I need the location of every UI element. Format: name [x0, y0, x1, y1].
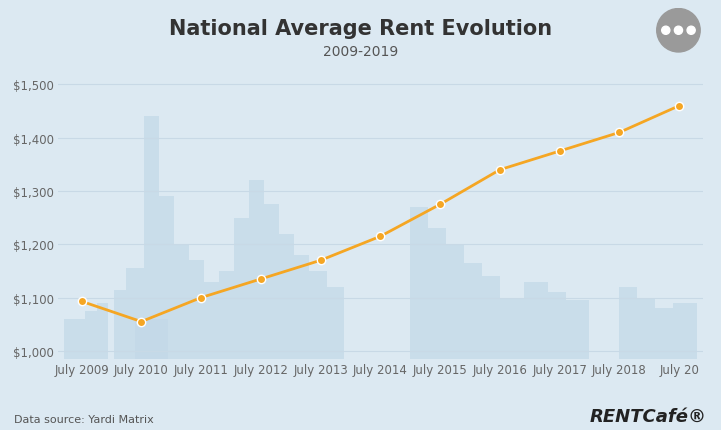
Bar: [500, 298, 523, 359]
Bar: [63, 319, 84, 359]
Circle shape: [687, 27, 695, 35]
Bar: [159, 197, 174, 359]
Bar: [548, 292, 565, 359]
Bar: [174, 245, 189, 359]
Bar: [279, 234, 293, 359]
Text: 2009-2019: 2009-2019: [323, 45, 398, 59]
Bar: [84, 311, 97, 359]
Bar: [264, 205, 279, 359]
Bar: [673, 303, 697, 359]
Bar: [565, 301, 590, 359]
Bar: [249, 181, 264, 359]
Text: Data source: Yardi Matrix: Data source: Yardi Matrix: [14, 414, 154, 424]
Text: RENTCafé®: RENTCafé®: [590, 407, 707, 425]
Bar: [219, 271, 234, 359]
Bar: [136, 319, 168, 359]
Bar: [144, 117, 159, 359]
Circle shape: [657, 9, 700, 53]
Bar: [655, 309, 673, 359]
Text: National Average Rent Evolution: National Average Rent Evolution: [169, 19, 552, 39]
Bar: [446, 245, 464, 359]
Bar: [619, 287, 637, 359]
Bar: [126, 269, 144, 359]
Circle shape: [662, 27, 670, 35]
Bar: [234, 218, 249, 359]
Bar: [637, 298, 655, 359]
Bar: [428, 229, 446, 359]
Bar: [293, 255, 309, 359]
Bar: [327, 287, 345, 359]
Bar: [464, 263, 482, 359]
Circle shape: [674, 27, 683, 35]
Bar: [410, 208, 428, 359]
Bar: [189, 261, 204, 359]
Bar: [204, 282, 219, 359]
Bar: [115, 290, 126, 359]
Bar: [523, 282, 548, 359]
Bar: [97, 303, 108, 359]
Bar: [309, 271, 327, 359]
Bar: [482, 276, 500, 359]
